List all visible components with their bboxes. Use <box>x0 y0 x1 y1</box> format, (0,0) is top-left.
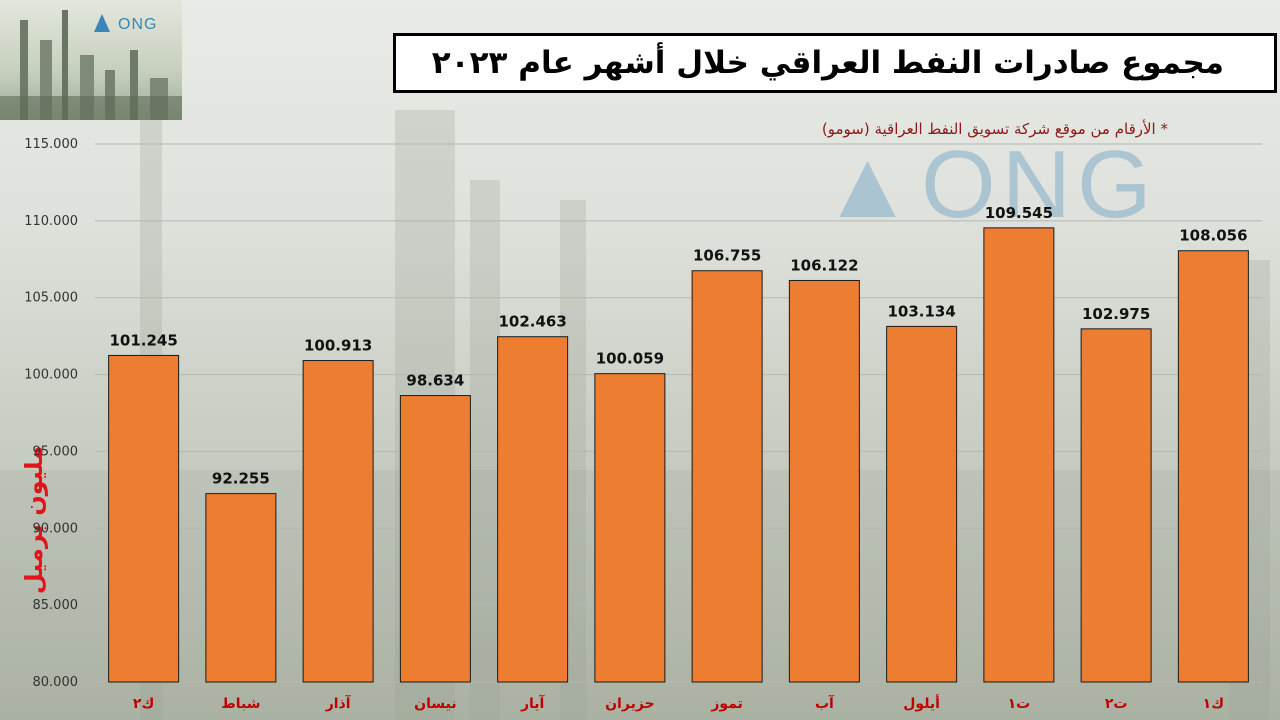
logo-a-icon <box>94 14 110 32</box>
category-label: شباط <box>221 696 260 712</box>
bar <box>497 336 569 683</box>
bar <box>1177 250 1249 683</box>
bar <box>983 227 1055 683</box>
bar <box>302 360 374 683</box>
value-label: 108.056 <box>1179 227 1247 245</box>
value-label: 102.975 <box>1082 305 1150 323</box>
bar <box>108 354 180 683</box>
logo: ONG <box>0 0 182 120</box>
refinery-icon <box>0 10 182 120</box>
bars <box>108 227 1249 683</box>
bar <box>691 270 763 683</box>
value-label: 100.059 <box>596 350 664 368</box>
grid-lines <box>95 143 1262 683</box>
y-tick-label: 95.000 <box>33 444 79 459</box>
value-label: 103.134 <box>887 302 955 320</box>
y-tick-label: 100.000 <box>24 368 78 383</box>
bar <box>886 325 958 683</box>
category-label: أيلول <box>903 694 940 712</box>
chart-title: مجموع صادرات النفط العراقي خلال أشهر عام… <box>431 45 1224 81</box>
category-label: ت٢ <box>1105 696 1128 712</box>
value-label: 98.634 <box>406 372 464 390</box>
bar <box>594 373 666 683</box>
chart-subtitle: * الأرقام من موقع شركة تسويق النفط العرا… <box>821 120 1168 138</box>
category-label: حزيران <box>605 696 655 712</box>
category-label: آذار <box>325 694 352 712</box>
category-label: آب <box>815 694 835 712</box>
y-tick-label: 90.000 <box>33 521 79 536</box>
value-label: 106.755 <box>693 247 761 265</box>
value-label: 102.463 <box>498 313 566 331</box>
value-label: 106.122 <box>790 256 858 274</box>
title-box: مجموع صادرات النفط العراقي خلال أشهر عام… <box>393 33 1277 93</box>
bar <box>788 279 860 683</box>
category-label: نيسان <box>414 696 456 712</box>
category-label: ك١ <box>1203 696 1224 712</box>
bg-tower <box>470 180 500 720</box>
category-label: ت١ <box>1008 696 1031 712</box>
bar <box>205 493 277 683</box>
value-label: 101.245 <box>109 331 177 349</box>
logo-text: ONG <box>118 16 158 33</box>
watermark-logo: ▲ONG <box>820 131 1158 238</box>
category-label: تموز <box>710 696 742 712</box>
bar <box>399 395 471 683</box>
category-label: آيار <box>520 694 546 712</box>
category-labels: ك٢ شباط آذار نيسان آيار حزيران تموز آب أيلول ت١ ت٢… <box>133 694 1224 712</box>
y-tick-label: 80.000 <box>33 675 79 690</box>
y-axis-ticks: 80.000 85.000 90.000 95.000 100.000 105.000 11… <box>24 137 78 690</box>
y-tick-label: 85.000 <box>33 598 79 613</box>
y-tick-label: 110.000 <box>24 214 78 229</box>
y-tick-label: 105.000 <box>24 291 78 306</box>
value-labels: 101.245 92.255 100.913 98.634 102.463 100.059… <box>109 204 1247 488</box>
y-tick-label: 115.000 <box>24 137 78 152</box>
value-label: 100.913 <box>304 337 372 355</box>
value-label: 109.545 <box>985 204 1053 222</box>
category-label: ك٢ <box>133 696 154 712</box>
value-label: 92.255 <box>212 470 270 488</box>
bar <box>1080 328 1152 683</box>
